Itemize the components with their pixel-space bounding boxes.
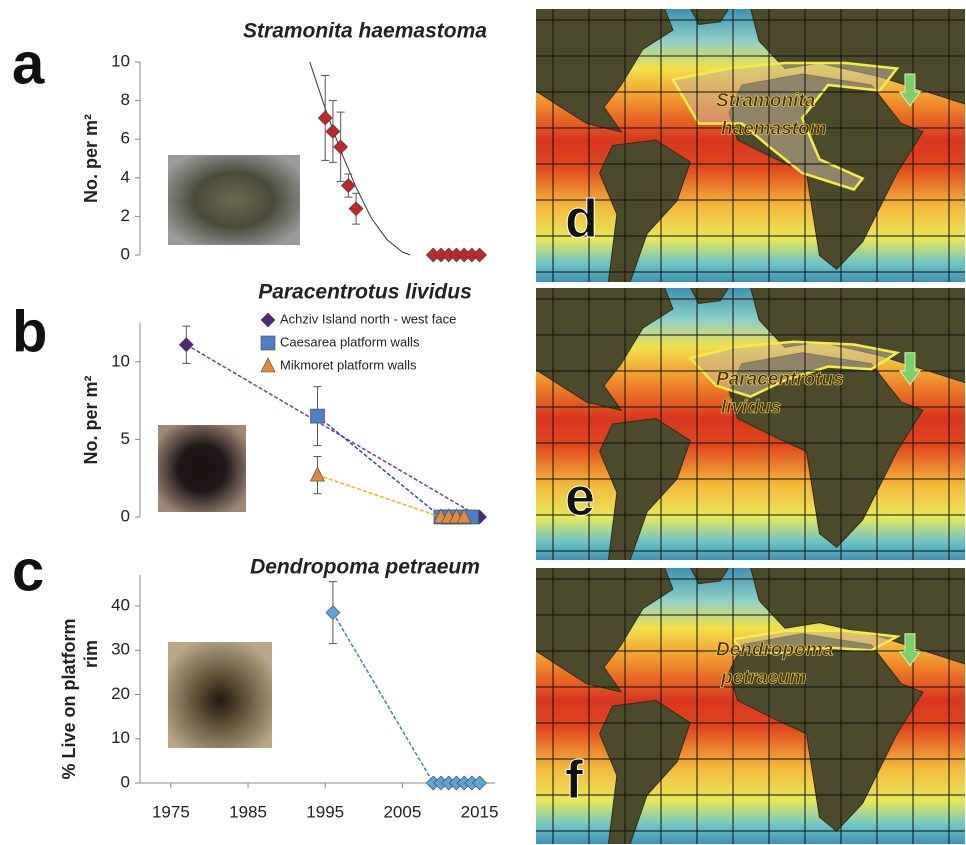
y-tick-label: 8 <box>121 90 130 109</box>
series-line <box>333 613 480 783</box>
marker <box>326 124 340 138</box>
y-tick-label: 0 <box>121 244 130 263</box>
map-label: Stramonita <box>716 91 816 112</box>
y-tick-label: 0 <box>121 506 130 525</box>
panel-label: a <box>12 31 45 96</box>
y-tick-label: 10 <box>111 351 130 370</box>
marker <box>349 202 363 216</box>
figure: Stramonita haemastom d Paracentrotus lividus… <box>0 0 966 845</box>
marker <box>311 409 325 423</box>
x-tick-label: 1975 <box>152 802 190 821</box>
photo <box>158 425 246 512</box>
y-axis-label: % Live on platform <box>59 618 79 779</box>
map-label: Dendropoma <box>716 639 834 660</box>
chart-title: Dendropoma petraeum <box>250 556 480 579</box>
y-axis-label: No. per m² <box>81 114 101 203</box>
map-label: Paracentrotus <box>716 369 844 390</box>
map: Paracentrotus lividus e <box>535 287 966 561</box>
legend-label: Mikmoret platform walls <box>280 357 417 372</box>
marker <box>473 248 487 262</box>
y-tick-label: 10 <box>111 51 130 70</box>
y-tick-label: 40 <box>111 595 130 614</box>
marker <box>311 467 325 481</box>
y-axis-label: No. per m² <box>81 375 101 464</box>
panel-label: d <box>565 189 598 249</box>
y-axis-label: rim <box>81 640 101 668</box>
legend-marker <box>261 358 275 372</box>
chart-title: Stramonita haemastoma <box>243 20 487 43</box>
marker <box>179 338 193 352</box>
marker <box>334 140 348 154</box>
y-tick-label: 10 <box>111 728 130 747</box>
y-tick-label: 5 <box>121 429 130 448</box>
legend-marker <box>261 336 275 350</box>
x-tick-label: 1985 <box>229 802 267 821</box>
marker <box>326 606 340 620</box>
map: Dendropoma petraeum f <box>535 567 966 845</box>
map: Stramonita haemastom d <box>535 8 966 283</box>
marker <box>473 776 487 790</box>
y-tick-label: 20 <box>111 684 130 703</box>
photo <box>168 642 272 748</box>
map-label: lividus <box>721 397 781 418</box>
y-tick-label: 30 <box>111 640 130 659</box>
map-label: petraeum <box>720 667 807 688</box>
y-tick-label: 2 <box>121 206 130 225</box>
panel-label: f <box>565 750 584 810</box>
legend-marker <box>261 313 275 327</box>
x-tick-label: 2015 <box>461 802 499 821</box>
x-tick-label: 1995 <box>306 802 344 821</box>
map-label: haemastom <box>721 119 827 140</box>
y-tick-label: 6 <box>121 129 130 148</box>
panel-label: c <box>12 538 44 603</box>
legend-label: Achziv Island north - west face <box>280 311 456 326</box>
panel-label: e <box>565 467 595 527</box>
chart-title: Paracentrotus lividus <box>258 281 472 304</box>
y-tick-label: 0 <box>121 772 130 791</box>
x-tick-label: 2005 <box>383 802 421 821</box>
photo <box>168 155 300 245</box>
y-tick-label: 4 <box>121 167 130 186</box>
legend-label: Caesarea platform walls <box>280 334 420 349</box>
panel-label: b <box>12 299 47 364</box>
